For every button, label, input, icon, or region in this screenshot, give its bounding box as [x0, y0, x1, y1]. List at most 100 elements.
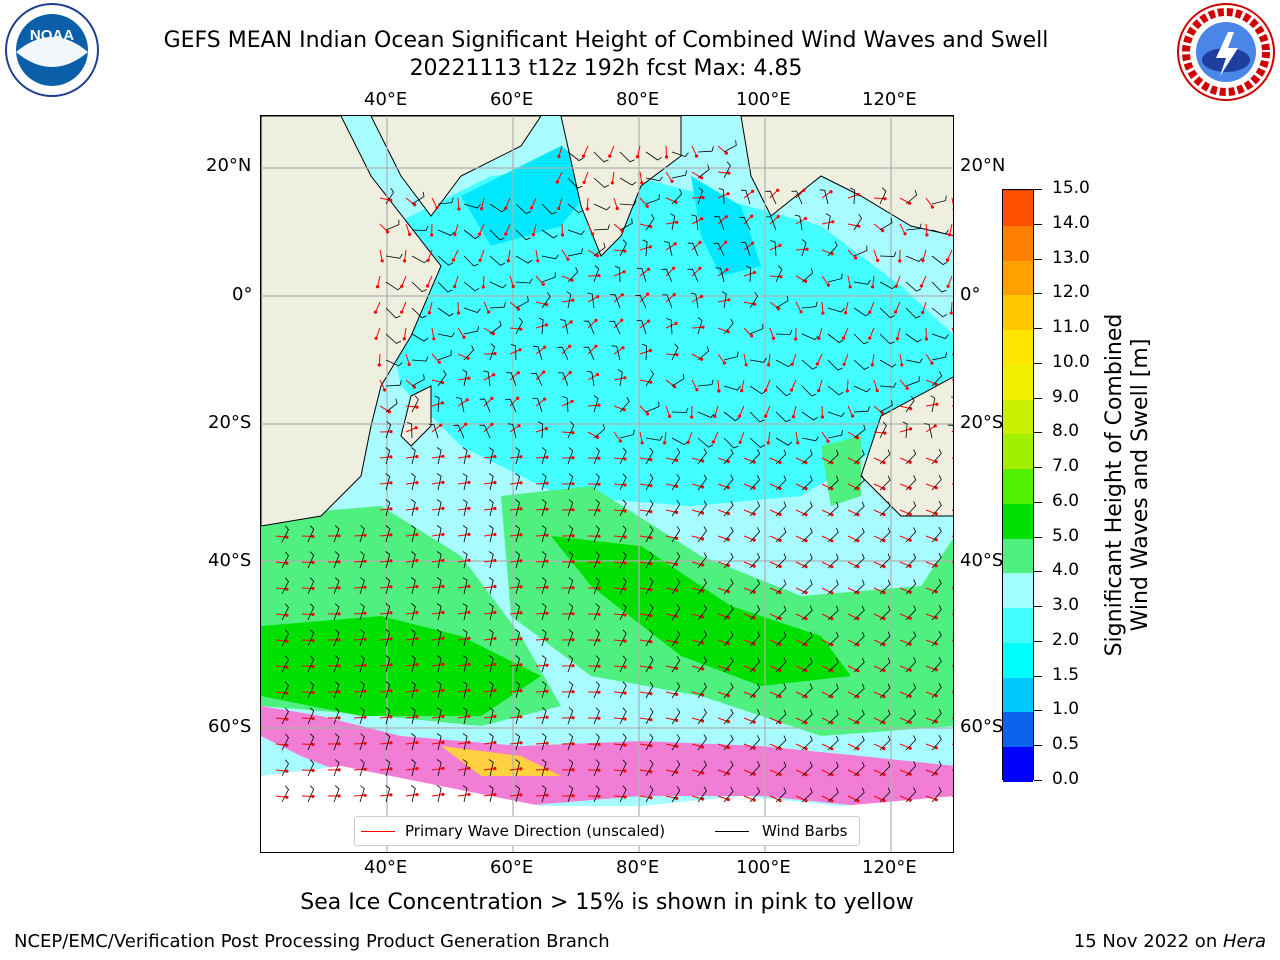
colorbar-tick	[1034, 571, 1042, 573]
wave-direction-arrowhead	[673, 385, 677, 389]
wind-barb	[567, 603, 574, 621]
wave-direction-arrowhead	[415, 741, 419, 745]
wave-direction-arrowhead	[830, 747, 834, 751]
wave-direction-arrowhead	[519, 455, 523, 459]
wind-barb	[905, 333, 922, 343]
wind-barb	[662, 294, 673, 309]
wave-direction-arrowhead	[675, 614, 679, 618]
map-panel	[260, 115, 954, 853]
lon-tick-top-40e: 40°E	[364, 89, 408, 110]
wind-barb	[801, 605, 813, 621]
wave-direction-arrow	[535, 794, 548, 797]
wave-direction-arrow	[717, 299, 729, 303]
wave-direction-arrowhead	[585, 207, 589, 211]
wind-barb	[505, 398, 517, 413]
wave-direction-arrow	[457, 559, 469, 563]
wind-barb	[437, 281, 453, 293]
wind-barb	[697, 552, 707, 569]
wave-direction-arrowhead	[456, 311, 461, 315]
wave-direction-arrowhead	[701, 667, 705, 671]
wind-barb	[333, 733, 340, 751]
wave-direction-arrowhead	[796, 441, 800, 445]
wave-direction-arrowhead	[571, 431, 575, 435]
wind-barb	[931, 474, 942, 491]
wave-direction-arrowhead	[285, 743, 289, 747]
wave-direction-arrowhead	[934, 512, 938, 516]
wave-direction-arrowhead	[908, 538, 912, 542]
wind-barb	[905, 255, 923, 262]
wave-direction-arrow	[587, 223, 594, 235]
wind-barb	[541, 499, 547, 517]
wind-barb	[645, 499, 654, 517]
wind-barb	[671, 407, 689, 413]
wave-direction-arrowhead	[898, 259, 902, 263]
wave-direction-arrowhead	[934, 798, 938, 802]
wave-direction-arrowhead	[568, 371, 572, 375]
wave-direction-arrow	[895, 275, 901, 287]
colorbar-tick-label: 0.0	[1052, 769, 1080, 789]
wave-direction-arrow	[405, 638, 417, 641]
wind-barb	[879, 761, 891, 777]
wind-barb	[619, 759, 627, 777]
wave-direction-arrowhead	[623, 613, 627, 617]
wind-barb	[697, 526, 707, 543]
wave-direction-arrow	[431, 327, 435, 339]
colorbar-tick	[1034, 675, 1042, 677]
wave-direction-arrowhead	[571, 586, 575, 590]
wave-direction-arrow	[639, 171, 643, 183]
colorbar-tick	[1034, 606, 1042, 608]
wind-barb	[775, 787, 787, 803]
wind-barb	[462, 603, 468, 621]
wave-direction-arrow	[482, 275, 485, 288]
wave-direction-arrowhead	[856, 565, 860, 569]
colorbar-tick-label: 10.0	[1052, 351, 1090, 372]
wind-barb	[359, 681, 365, 699]
wave-direction-arrowhead	[856, 799, 860, 803]
wave-direction-arrow	[765, 405, 771, 417]
wind-barb	[507, 423, 517, 439]
wave-direction-arrowhead	[467, 766, 471, 771]
colorbar-tick	[1034, 397, 1042, 399]
wind-barb	[515, 317, 523, 335]
wind-barb	[558, 372, 569, 387]
wind-barb	[385, 785, 391, 803]
wave-direction-arrowhead	[571, 534, 575, 538]
wave-direction-arrowhead	[415, 663, 419, 667]
wave-direction-arrow	[431, 689, 443, 693]
wind-barb	[879, 333, 895, 345]
colorbar-tick	[1034, 745, 1042, 747]
wave-direction-arrow	[821, 301, 824, 314]
wave-direction-arrowhead	[493, 480, 497, 485]
wind-barb	[489, 203, 506, 213]
wave-direction-arrow	[509, 508, 521, 511]
wave-direction-arrowhead	[441, 584, 445, 588]
wind-barb	[541, 785, 547, 803]
wind-barb	[671, 552, 681, 569]
wind-barb	[666, 318, 673, 335]
wind-barb	[721, 291, 727, 309]
wave-direction-arrowhead	[701, 693, 705, 697]
wave-direction-arrow	[379, 586, 391, 589]
wind-barb	[947, 424, 953, 427]
wave-direction-arrowhead	[726, 668, 730, 672]
wave-direction-arrowhead	[752, 616, 756, 620]
colorbar-tick-label: 8.0	[1052, 421, 1080, 442]
wave-direction-arrowhead	[726, 538, 730, 542]
wind-barb	[281, 525, 289, 543]
wind-barb	[593, 551, 600, 569]
wind-barb	[671, 786, 681, 803]
wave-direction-arrowhead	[803, 216, 808, 221]
wave-direction-arrow	[587, 404, 600, 407]
wind-barb	[567, 629, 574, 647]
wave-direction-arrow	[816, 353, 823, 365]
wind-barb	[905, 787, 917, 803]
wave-direction-arrowhead	[701, 325, 705, 329]
wave-direction-arrowhead	[415, 585, 419, 589]
wind-barb	[645, 435, 663, 441]
wave-direction-arrow	[665, 145, 667, 158]
wave-direction-arrowhead	[776, 188, 780, 192]
wind-barb	[541, 629, 547, 647]
colorbar-segment	[1003, 746, 1033, 782]
wave-direction-arrowhead	[519, 689, 523, 693]
wave-direction-arrow	[457, 481, 469, 485]
